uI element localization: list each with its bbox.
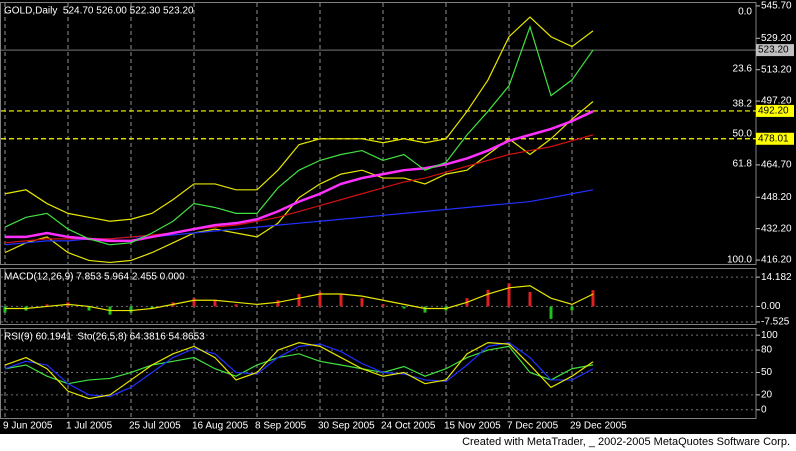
series-line xyxy=(4,25,594,246)
fib-label: 0.0 xyxy=(738,7,752,18)
series-line xyxy=(4,16,594,222)
x-tick-label: 1 Jul 2005 xyxy=(66,421,113,432)
series-line xyxy=(4,345,594,385)
x-tick-label: 9 Jun 2005 xyxy=(3,421,53,432)
y-tick-label: 545.70 xyxy=(761,1,792,12)
y-tick-label: 529.20 xyxy=(761,33,792,44)
histogram-bar xyxy=(591,290,595,307)
y-tick-label: 14.182 xyxy=(761,272,792,283)
y-tick-label: 513.20 xyxy=(761,64,792,75)
x-tick-label: 30 Sep 2005 xyxy=(318,421,375,432)
price-label: 523.20 xyxy=(758,45,789,56)
fib-label: 38.2 xyxy=(733,98,753,109)
y-tick-label: 50 xyxy=(761,367,773,378)
panel-title: RSI(9) 60.1941 Sto(26,5,8) 64.3816 54.86… xyxy=(4,332,205,343)
histogram-bar xyxy=(192,298,196,307)
price-label-box xyxy=(756,44,794,57)
y-tick-label: 0 xyxy=(761,404,767,415)
histogram-bar xyxy=(486,289,490,307)
fib-label: 50.0 xyxy=(733,129,753,140)
y-tick-label: 0.00 xyxy=(761,301,781,312)
series-line xyxy=(4,134,594,244)
series-line xyxy=(4,342,594,400)
y-tick-label: -7.525 xyxy=(761,317,790,328)
x-tick-label: 24 Oct 2005 xyxy=(381,421,436,432)
histogram-bar xyxy=(150,306,154,309)
histogram-bar xyxy=(402,306,406,309)
histogram-bar xyxy=(234,304,238,307)
series-line xyxy=(5,285,594,312)
series-line xyxy=(4,341,594,397)
panel-title: GOLD,Daily 524.70 526.00 522.30 523.20 xyxy=(4,6,194,17)
histogram-bar xyxy=(297,294,301,307)
x-tick-label: 16 Aug 2005 xyxy=(192,421,249,432)
price-label-box xyxy=(756,104,794,117)
histogram-bar xyxy=(507,283,511,307)
x-tick-label: 7 Dec 2005 xyxy=(507,421,559,432)
y-tick-label: 80 xyxy=(761,345,773,356)
y-tick-label: 464.70 xyxy=(761,160,792,171)
fib-label: 61.8 xyxy=(733,159,753,170)
histogram-bar xyxy=(570,306,574,311)
histogram-bar xyxy=(276,300,280,307)
series-line xyxy=(4,101,594,264)
histogram-bar xyxy=(318,291,322,307)
histogram-bar xyxy=(213,300,217,307)
price-label: 492.20 xyxy=(758,106,789,117)
fib-label: 100.0 xyxy=(727,255,752,266)
x-tick-label: 8 Sep 2005 xyxy=(255,421,307,432)
y-tick-label: 448.20 xyxy=(761,192,792,203)
histogram-bar xyxy=(381,304,385,307)
histogram-bar xyxy=(423,306,427,313)
price-label: 478.01 xyxy=(758,133,789,144)
footer: Created with MetaTrader, _ 2002-2005 Met… xyxy=(462,436,790,448)
histogram-bar xyxy=(129,306,133,313)
price-label-box xyxy=(756,132,794,145)
histogram-bar xyxy=(339,294,343,307)
y-tick-label: 497.20 xyxy=(761,96,792,107)
histogram-bar xyxy=(45,304,49,307)
fib-label: 23.6 xyxy=(733,64,753,75)
x-tick-label: 25 Jul 2005 xyxy=(129,421,181,432)
histogram-bar xyxy=(3,306,7,313)
x-tick-label: 15 Nov 2005 xyxy=(444,421,501,432)
panel-border xyxy=(0,328,757,419)
histogram-bar xyxy=(360,298,364,307)
y-tick-label: 432.20 xyxy=(761,223,792,234)
x-tick-label: 29 Dec 2005 xyxy=(570,421,627,432)
panel-border xyxy=(0,268,757,325)
series-line xyxy=(5,110,594,243)
y-tick-label: 20 xyxy=(761,390,773,401)
y-tick-label: 416.20 xyxy=(761,255,792,266)
histogram-bar xyxy=(528,291,532,307)
histogram-bar xyxy=(87,306,91,311)
panel-title: MACD(12,26,9) 7.853 5.964 2.455 0.000 xyxy=(4,272,185,283)
panel-border xyxy=(0,2,757,265)
chart: 416.20 432.20 448.20 464.70 497.20 513.20 529.… xyxy=(0,0,796,434)
y-tick-label: 100 xyxy=(761,330,778,341)
histogram-bar xyxy=(549,306,553,319)
